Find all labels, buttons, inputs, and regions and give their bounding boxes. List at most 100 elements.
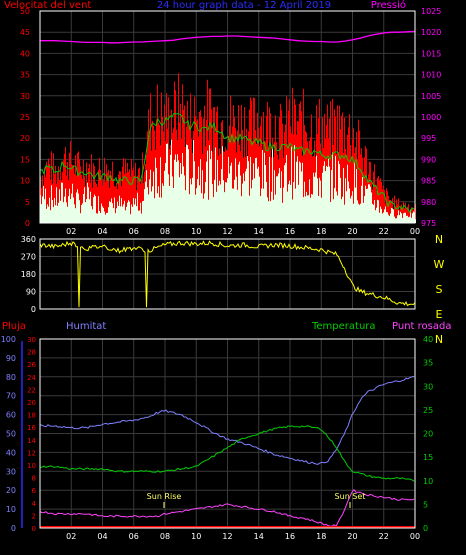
pressure-axis: 975 980 985 990 995 1000 1005 1010 1015 1020 1025 <box>421 7 441 228</box>
wind-xtick-08: 08 <box>160 227 170 236</box>
rain-xtick-08: 08 <box>160 532 170 541</box>
rain-tick-26: 26 <box>27 361 36 369</box>
temperature-axis: 0 5 10 15 20 25 30 35 40 <box>423 335 433 533</box>
rain-tick-28: 28 <box>27 349 36 357</box>
rain-tick-22: 22 <box>27 386 36 394</box>
pressure-tick-1015: 1015 <box>421 49 441 58</box>
pressure-tick-975: 975 <box>421 219 436 228</box>
rain-humidity-temp-series <box>39 375 415 528</box>
humidity-label: Humitat <box>66 321 106 332</box>
humidity-tick-90: 90 <box>6 354 16 363</box>
rain-tick-20: 20 <box>27 399 36 407</box>
pressure-tick-1010: 1010 <box>421 71 441 80</box>
humidity-tick-60: 60 <box>6 411 16 420</box>
direction-tick-270: 270 <box>21 253 36 262</box>
rain-tick-30: 30 <box>27 336 36 344</box>
rain-xtick-14: 14 <box>254 532 264 541</box>
wind-pressure-frame <box>39 10 416 224</box>
wind-xtick-18: 18 <box>316 227 326 236</box>
rain-xtick-20: 20 <box>347 532 357 541</box>
rain-tick-24: 24 <box>27 374 36 382</box>
rain-label: Pluja <box>2 321 26 332</box>
temperature-tick-5: 5 <box>423 500 428 509</box>
pressure-tick-1005: 1005 <box>421 92 441 101</box>
wind-xtick-12: 12 <box>222 227 232 236</box>
humidity-axis: 0 10 20 30 40 50 60 70 80 90 100 <box>1 335 16 533</box>
rain-tick-0: 0 <box>32 525 36 533</box>
rain-humidity-temp-frame <box>39 338 416 529</box>
wind-xtick-20: 20 <box>347 227 357 236</box>
temperature-tick-40: 40 <box>423 335 433 344</box>
wind-speed-axis: 0 5 10 15 20 25 30 35 40 45 50 <box>20 7 30 228</box>
wind-xtick-14: 14 <box>254 227 264 236</box>
direction-tick-0: 0 <box>31 305 36 314</box>
rain-tick-10: 10 <box>27 462 36 470</box>
temperature-tick-0: 0 <box>423 524 428 533</box>
wind-xtick-10: 10 <box>191 227 201 236</box>
temperature-tick-20: 20 <box>423 430 433 439</box>
wind-xtick-02: 02 <box>66 227 76 236</box>
rain-xtick-22: 22 <box>379 532 389 541</box>
wind-xtick-16: 16 <box>285 227 295 236</box>
direction-series <box>39 240 416 308</box>
rain-xtick-10: 10 <box>191 532 201 541</box>
compass-label-1: W <box>434 258 445 271</box>
temperature-tick-15: 15 <box>423 453 433 462</box>
humidity-tick-70: 70 <box>6 392 16 401</box>
wind-direction-series <box>39 240 416 308</box>
dewpoint-series <box>39 488 415 528</box>
humidity-tick-40: 40 <box>6 448 16 457</box>
rain-xtick-12: 12 <box>222 532 232 541</box>
rain-xtick-18: 18 <box>316 532 326 541</box>
rain-tick-14: 14 <box>27 437 36 445</box>
rain-xtick-00: 00 <box>410 532 420 541</box>
wind-xtick-00: 00 <box>410 227 420 236</box>
wind-speed-tick-10: 10 <box>20 177 30 186</box>
temperature-series <box>40 425 415 482</box>
wind-speed-tick-45: 45 <box>20 28 30 37</box>
wind-speed-tick-25: 25 <box>20 113 30 122</box>
pressure-tick-1000: 1000 <box>421 113 441 122</box>
wind-xtick-22: 22 <box>379 227 389 236</box>
rain-xtick-16: 16 <box>285 532 295 541</box>
wind-speed-tick-20: 20 <box>20 134 30 143</box>
pressure-tick-995: 995 <box>421 134 436 143</box>
rain-tick-8: 8 <box>32 475 36 483</box>
humidity-tick-50: 50 <box>6 430 16 439</box>
compass-label-3: E <box>436 308 443 321</box>
humidity-tick-10: 10 <box>6 505 16 514</box>
pressure-tick-980: 980 <box>421 198 436 207</box>
temperature-tick-25: 25 <box>423 406 433 415</box>
humidity-tick-100: 100 <box>1 335 16 344</box>
rain-humidity-temp-x-axis: 02 04 06 08 10 12 14 16 18 20 22 00 <box>66 532 420 541</box>
rain-tick-12: 12 <box>27 449 36 457</box>
wind-direction-frame <box>39 238 416 310</box>
pressure-tick-1025: 1025 <box>421 7 441 16</box>
temperature-label: Temperatura <box>311 321 376 332</box>
pressure-series <box>40 30 416 44</box>
wind-mean-series <box>39 112 415 214</box>
rain-tick-6: 6 <box>32 487 37 495</box>
humidity-tick-0: 0 <box>11 524 16 533</box>
direction-axis: 0 90 180 270 360 <box>21 235 36 314</box>
direction-tick-90: 90 <box>26 288 36 297</box>
rain-xtick-04: 04 <box>97 532 107 541</box>
wind-xtick-06: 06 <box>129 227 139 236</box>
pressure-tick-1020: 1020 <box>421 28 441 37</box>
wind-speed-tick-30: 30 <box>20 92 30 101</box>
sunrise-annotation: Sun Rise <box>147 492 182 501</box>
wind-speed-tick-40: 40 <box>20 49 30 58</box>
wind-speed-tick-50: 50 <box>20 7 30 16</box>
wind-speed-tick-35: 35 <box>20 71 30 80</box>
humidity-tick-20: 20 <box>6 486 16 495</box>
wind-pressure-x-axis: 02 04 06 08 10 12 14 16 18 20 22 00 <box>66 227 420 236</box>
direction-tick-360: 360 <box>21 235 36 244</box>
humidity-series <box>39 375 415 465</box>
sunset-annotation: Sun Set <box>335 492 366 501</box>
